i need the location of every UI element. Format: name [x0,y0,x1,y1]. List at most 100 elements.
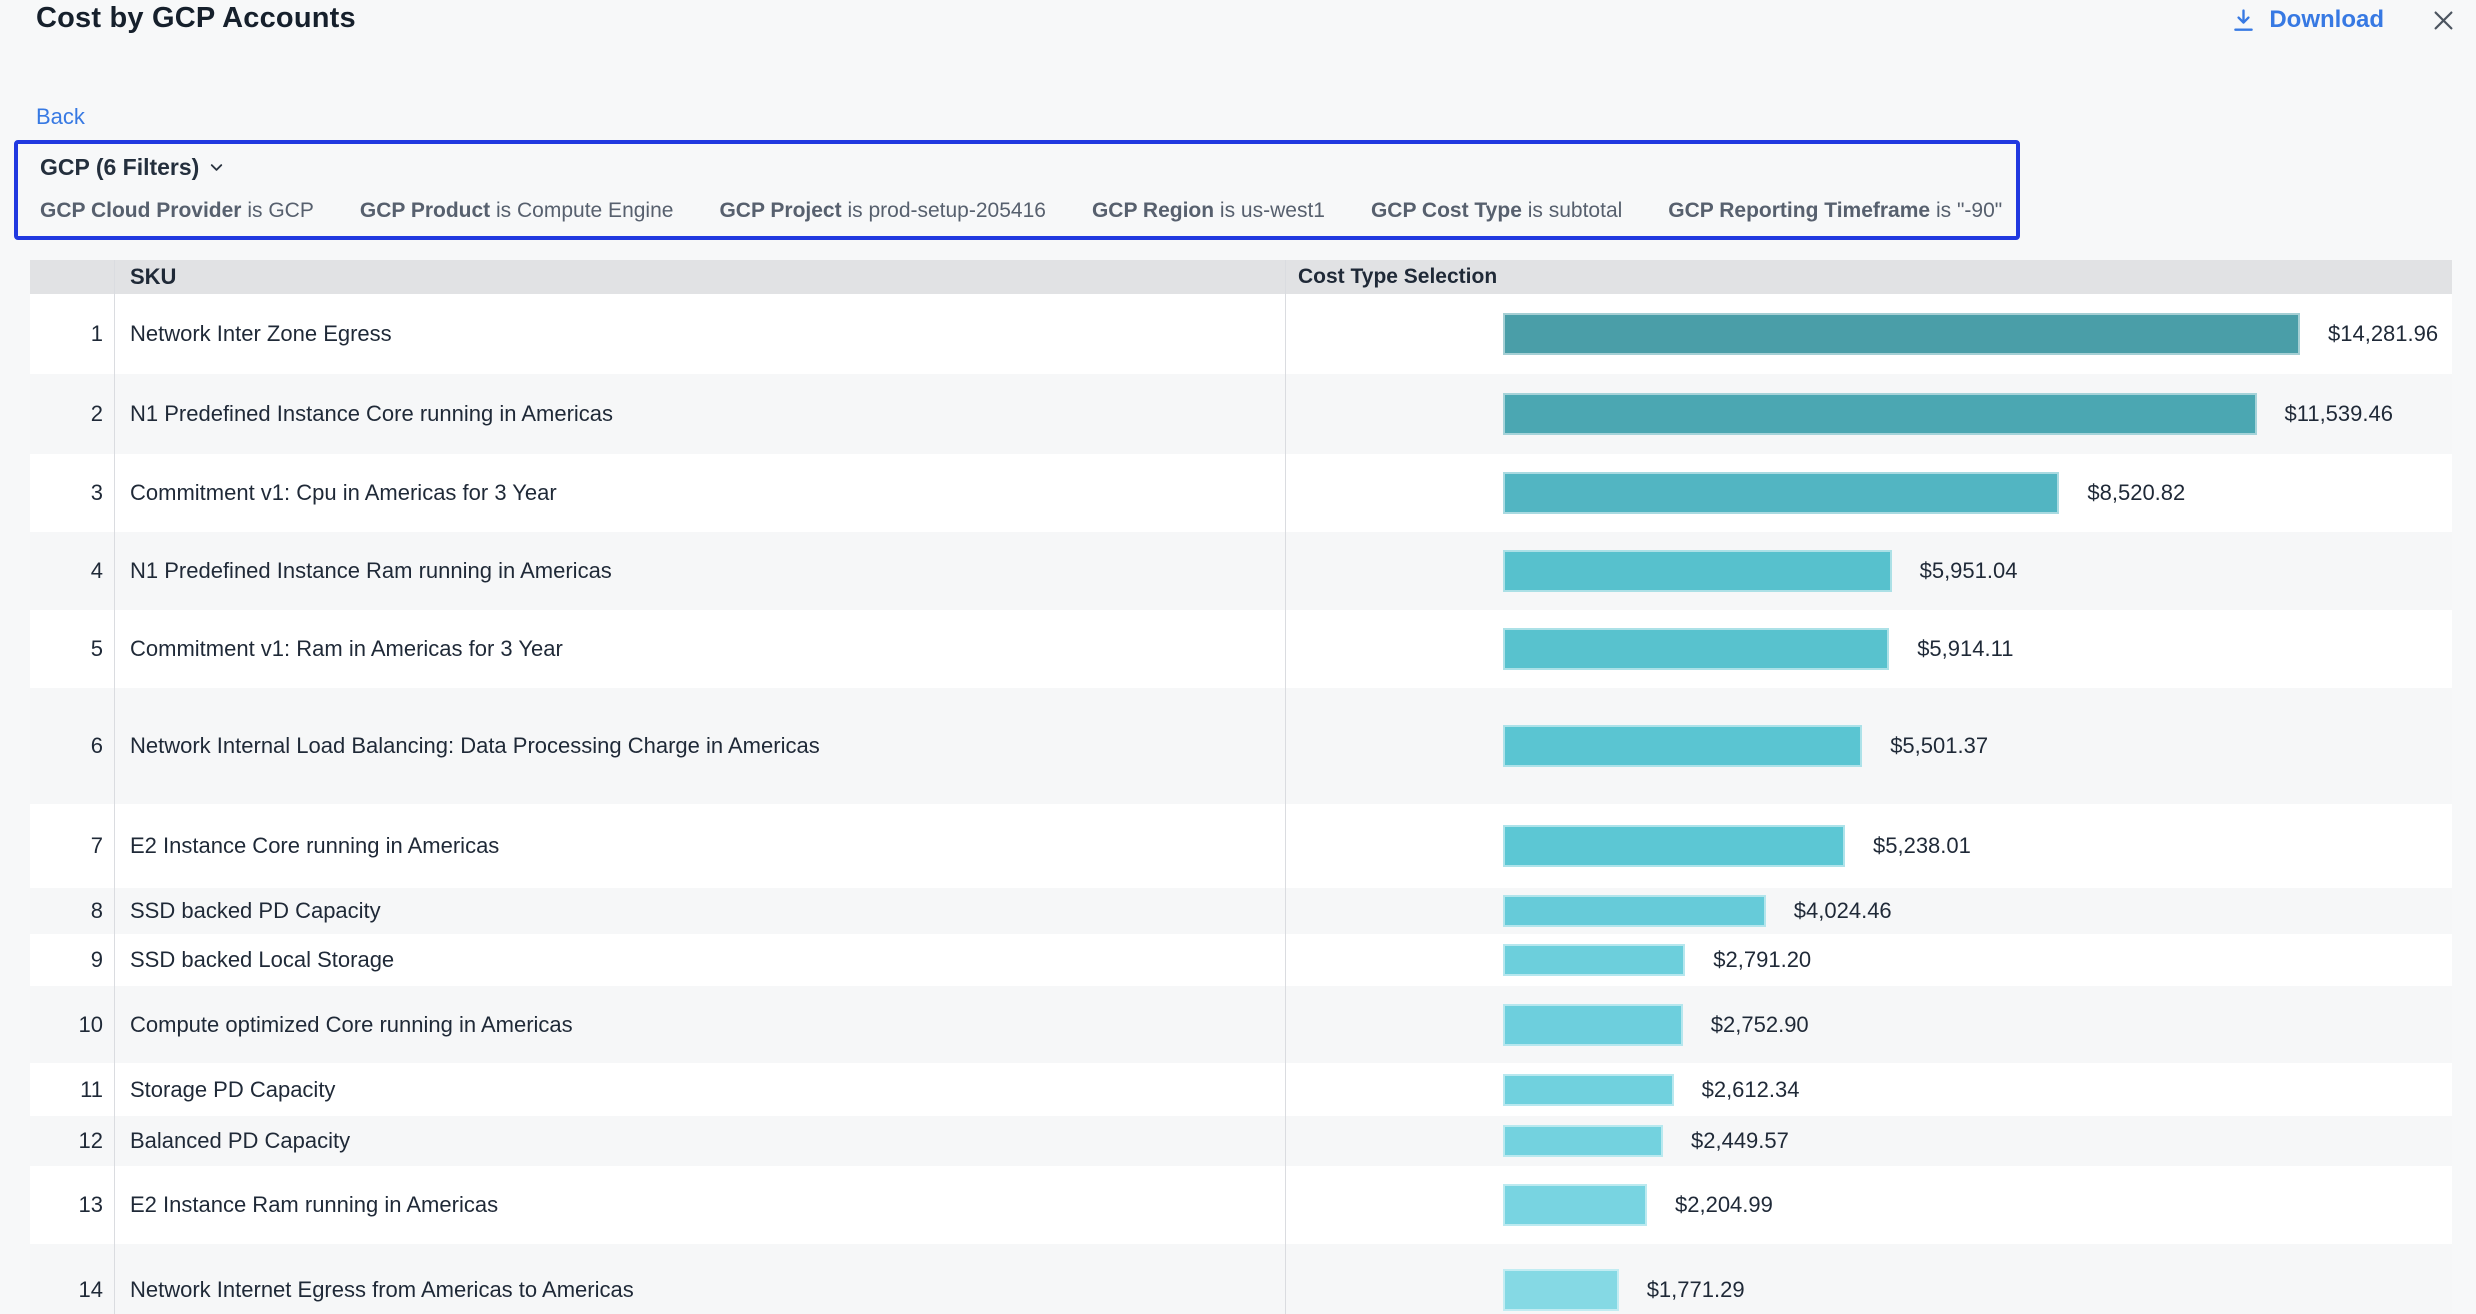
cost-bar[interactable] [1503,725,1862,767]
filter-chip: GCP Reporting Timeframe is "-90" [1668,199,2002,223]
cost-bar[interactable] [1503,393,2257,435]
cost-value: $2,791.20 [1713,947,1811,973]
filter-summary-label: GCP (6 Filters) [40,154,199,181]
cost-bar-cell: $5,501.37 [1285,688,2452,804]
cost-table: SKU Cost Type Selection 1Network Inter Z… [30,260,2452,1314]
sku-cell: Commitment v1: Cpu in Americas for 3 Yea… [115,454,1285,532]
cost-value: $2,449.57 [1691,1128,1789,1154]
cost-value: $4,024.46 [1794,898,1892,924]
cost-bar[interactable] [1503,550,1892,592]
cost-bar[interactable] [1503,895,1766,927]
sku-cell: SSD backed Local Storage [115,934,1285,986]
cost-bar-cell: $8,520.82 [1285,454,2452,532]
row-number: 14 [30,1244,115,1314]
row-number: 13 [30,1166,115,1244]
cost-bar[interactable] [1503,313,2300,355]
table-row: 6Network Internal Load Balancing: Data P… [30,688,2452,804]
page-title: Cost by GCP Accounts [36,2,356,35]
cost-value: $5,951.04 [1920,558,2018,584]
row-number: 2 [30,374,115,454]
filter-chip: GCP Cost Type is subtotal [1371,199,1622,223]
column-header-sku[interactable]: SKU [115,260,1285,294]
cost-value: $11,539.46 [2285,401,2393,427]
sku-cell: E2 Instance Ram running in Americas [115,1166,1285,1244]
filter-chip: GCP Cloud Provider is GCP [40,199,314,223]
table-row: 8SSD backed PD Capacity $4,024.46 [30,888,2452,934]
back-link[interactable]: Back [36,104,85,130]
cost-bar-cell: $14,281.96 [1285,294,2452,374]
cost-value: $5,914.11 [1917,636,2013,662]
sku-cell: Network Inter Zone Egress [115,294,1285,374]
cost-bar-cell: $4,024.46 [1285,888,2452,934]
cost-bar-cell: $2,752.90 [1285,986,2452,1063]
table-row: 3Commitment v1: Cpu in Americas for 3 Ye… [30,454,2452,532]
column-header-rank [30,260,115,294]
sku-cell: E2 Instance Core running in Americas [115,804,1285,888]
table-row: 13E2 Instance Ram running in Americas $2,… [30,1166,2452,1244]
cost-value: $5,501.37 [1890,733,1988,759]
row-number: 8 [30,888,115,934]
table-body: 1Network Inter Zone Egress $14,281.96 2N1 … [30,294,2452,1314]
cost-by-gcp-accounts-panel: Cost by GCP Accounts Download Back GCP (… [0,0,2476,1314]
cost-bar-cell: $5,951.04 [1285,532,2452,610]
table-row: 1Network Inter Zone Egress $14,281.96 [30,294,2452,374]
table-row: 2N1 Predefined Instance Core running in … [30,374,2452,454]
table-row: 10Compute optimized Core running in Amer… [30,986,2452,1063]
table-header: SKU Cost Type Selection [30,260,2452,294]
cost-bar-cell: $5,238.01 [1285,804,2452,888]
cost-bar[interactable] [1503,1269,1619,1311]
filter-chip: GCP Region is us-west1 [1092,199,1325,223]
sku-cell: Commitment v1: Ram in Americas for 3 Yea… [115,610,1285,688]
cost-bar-cell: $2,612.34 [1285,1063,2452,1116]
cost-value: $5,238.01 [1873,833,1971,859]
row-number: 11 [30,1063,115,1116]
cost-bar[interactable] [1503,825,1845,867]
row-number: 1 [30,294,115,374]
cost-bar[interactable] [1503,1184,1647,1226]
row-number: 12 [30,1116,115,1166]
cost-value: $2,612.34 [1702,1077,1800,1103]
cost-bar[interactable] [1503,944,1685,976]
cost-bar[interactable] [1503,1004,1683,1046]
cost-bar[interactable] [1503,1074,1674,1106]
table-row: 5Commitment v1: Ram in Americas for 3 Ye… [30,610,2452,688]
row-number: 9 [30,934,115,986]
cost-value: $2,752.90 [1711,1012,1809,1038]
download-button[interactable]: Download [2230,6,2384,34]
cost-bar-cell: $1,771.29 [1285,1244,2452,1314]
table-row: 7E2 Instance Core running in Americas $5,… [30,804,2452,888]
cost-value: $1,771.29 [1647,1277,1745,1303]
cost-bar[interactable] [1503,628,1889,670]
sku-cell: N1 Predefined Instance Ram running in Am… [115,532,1285,610]
cost-bar[interactable] [1503,1125,1663,1157]
cost-value: $2,204.99 [1675,1192,1773,1218]
table-row: 9SSD backed Local Storage $2,791.20 [30,934,2452,986]
filter-dropdown-toggle[interactable]: GCP (6 Filters) [40,154,226,181]
sku-cell: Storage PD Capacity [115,1063,1285,1116]
row-number: 7 [30,804,115,888]
sku-cell: Network Internet Egress from Americas to… [115,1244,1285,1314]
close-icon[interactable] [2430,7,2457,34]
cost-bar-cell: $11,539.46 [1285,374,2452,454]
chevron-down-icon [207,158,226,177]
row-number: 3 [30,454,115,532]
cost-bar-cell: $2,204.99 [1285,1166,2452,1244]
column-header-cost[interactable]: Cost Type Selection [1285,260,2452,294]
cost-bar-cell: $2,791.20 [1285,934,2452,986]
cost-value: $8,520.82 [2087,480,2185,506]
cost-bar-cell: $2,449.57 [1285,1116,2452,1166]
filter-box: GCP (6 Filters) GCP Cloud Provider is GC… [14,140,2020,240]
filter-chip-list: GCP Cloud Provider is GCPGCP Product is … [40,199,1994,223]
sku-cell: SSD backed PD Capacity [115,888,1285,934]
sku-cell: Network Internal Load Balancing: Data Pr… [115,688,1285,804]
cost-bar[interactable] [1503,472,2059,514]
download-icon [2230,7,2257,34]
table-row: 4N1 Predefined Instance Ram running in A… [30,532,2452,610]
top-actions: Download [2230,6,2457,34]
table-row: 12Balanced PD Capacity$2,449.57 [30,1116,2452,1166]
row-number: 5 [30,610,115,688]
row-number: 4 [30,532,115,610]
row-number: 6 [30,688,115,804]
filter-chip: GCP Project is prod-setup-205416 [719,199,1045,223]
cost-value: $14,281.96 [2328,321,2438,347]
